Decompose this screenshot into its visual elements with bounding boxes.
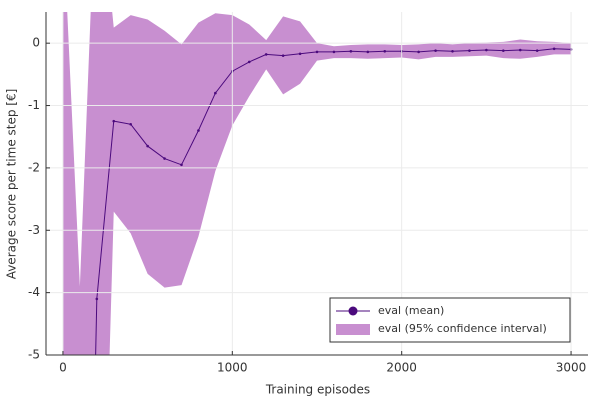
x-tick-label: 3000: [556, 361, 587, 375]
x-axis-label: Training episodes: [265, 383, 370, 397]
y-tick-label: 0: [32, 36, 40, 50]
mean-point: [298, 52, 302, 56]
mean-point: [247, 60, 251, 64]
mean-point: [146, 144, 149, 148]
mean-point: [535, 49, 539, 52]
y-tick-label: -3: [28, 223, 40, 237]
mean-point: [112, 119, 116, 123]
mean-point: [366, 50, 370, 54]
legend-label: eval (95% confidence interval): [378, 322, 547, 335]
mean-point: [434, 49, 437, 52]
legend-label: eval (mean): [378, 304, 444, 317]
mean-point: [417, 50, 420, 54]
mean-point: [451, 49, 454, 53]
mean-point: [214, 91, 217, 95]
mean-point: [485, 48, 488, 52]
x-tick-label: 0: [59, 361, 67, 375]
y-tick-label: -1: [28, 98, 40, 112]
mean-point: [95, 297, 99, 301]
mean-point: [163, 157, 166, 160]
x-tick-label: 1000: [217, 361, 248, 375]
legend-marker: [348, 306, 358, 316]
mean-point: [197, 129, 200, 132]
mean-point: [518, 48, 522, 52]
mean-point: [332, 50, 336, 54]
mean-point: [502, 49, 505, 52]
mean-point: [383, 49, 387, 53]
mean-point: [552, 47, 556, 51]
confidence-band: [62, 12, 572, 355]
x-tick-label: 2000: [386, 361, 417, 375]
y-tick-label: -5: [28, 348, 40, 362]
mean-point: [281, 54, 285, 57]
y-axis-label: Average score per time step [€]: [5, 89, 19, 280]
legend-swatch: [336, 324, 370, 335]
mean-point: [349, 49, 353, 53]
mean-point: [315, 50, 319, 54]
y-tick-label: -2: [28, 160, 40, 174]
legend-box: [329, 297, 571, 343]
plot-area: [62, 12, 573, 355]
mean-point: [468, 49, 471, 52]
mean-point: [264, 53, 268, 56]
mean-point: [129, 122, 132, 126]
mean-point: [180, 163, 183, 167]
y-tick-label: -4: [28, 285, 40, 299]
